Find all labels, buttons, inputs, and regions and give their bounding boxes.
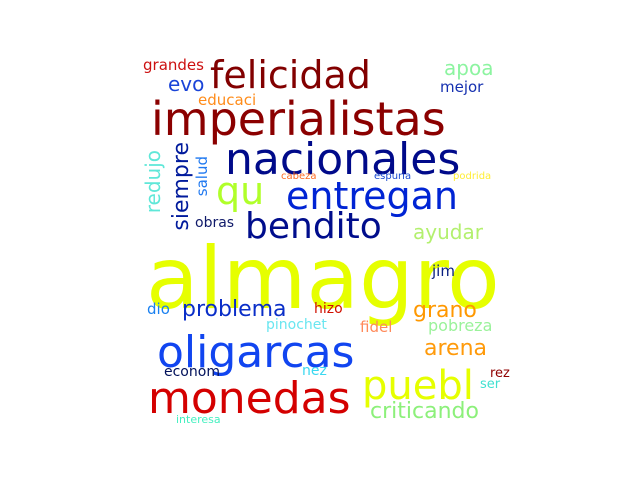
word-evo: evo	[168, 72, 205, 96]
word-oligarcas: oligarcas	[157, 327, 355, 378]
word-almagro: almagro	[146, 229, 500, 329]
word-criticando: criticando	[370, 399, 479, 424]
word-grano: grano	[413, 298, 477, 323]
word-qu: qu	[216, 169, 265, 213]
word-siempre: siempre	[169, 142, 194, 231]
word-imperialistas: imperialistas	[151, 92, 446, 146]
word-interesa: interesa	[176, 413, 221, 426]
word-jim: jim	[432, 262, 455, 280]
word-rez: rez	[490, 366, 510, 381]
word-bendito: bendito	[245, 206, 382, 247]
word-grandes: grandes	[143, 56, 204, 74]
word-problema: problema	[182, 297, 287, 322]
word-ser: ser	[480, 377, 501, 392]
word-obras: obras	[195, 215, 235, 231]
word-redujo: redujo	[141, 150, 165, 214]
word-felicidad: felicidad	[210, 53, 371, 97]
word-educaci: educaci	[198, 91, 257, 109]
word-fidel: fidel	[360, 318, 393, 336]
word-podrida: podrida	[453, 171, 492, 182]
word-monedas: monedas	[148, 373, 351, 424]
word-pobreza: pobreza	[428, 316, 493, 335]
word-econom: econom	[164, 364, 220, 380]
word-arena: arena	[424, 336, 488, 361]
word-nez: nez	[302, 363, 327, 379]
word-apoa: apoa	[444, 56, 494, 80]
word-pinochet: pinochet	[266, 317, 327, 333]
word-entregan: entregan	[286, 174, 459, 218]
word-hizo: hizo	[314, 301, 343, 317]
word-ayudar: ayudar	[413, 220, 483, 244]
word-nacionales: nacionales	[225, 134, 461, 185]
word-mejor: mejor	[440, 78, 484, 96]
word-salud: salud	[193, 156, 211, 197]
word-dio: dio	[147, 300, 170, 318]
word-cabeza: cabeza	[281, 171, 317, 182]
word-puebl: puebl	[362, 363, 474, 409]
word-espuria: espuria	[374, 171, 412, 182]
